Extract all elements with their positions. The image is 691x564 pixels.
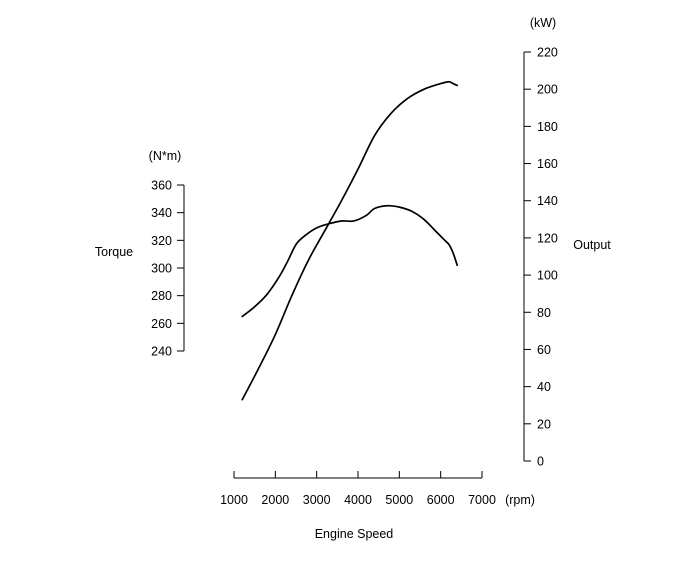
output-tick-label: 100 [537,269,558,283]
rpm-axis-ticks: 1000 2000 3000 4000 5000 6000 7000 [220,471,496,507]
rpm-tick-label: 7000 [468,493,496,507]
output-tick-label: 80 [537,306,551,320]
torque-tick-label: 320 [151,234,172,248]
output-axis-title: Output [573,238,611,252]
torque-tick-label: 240 [151,345,172,359]
rpm-tick-label: 5000 [385,493,413,507]
rpm-tick-label: 2000 [261,493,289,507]
rpm-tick-label: 3000 [303,493,331,507]
torque-axis-title: Torque [95,245,133,259]
output-tick-label: 120 [537,231,558,245]
output-tick-label: 40 [537,380,551,394]
rpm-tick-label: 6000 [427,493,455,507]
output-curve [241,80,459,401]
torque-axis-ticks: 240 260 280 300 320 340 360 [151,179,184,359]
rpm-axis-unit: (rpm) [505,493,535,507]
torque-curve [241,204,459,318]
rpm-tick-label: 1000 [220,493,248,507]
output-axis-ticks: 0 20 40 60 80 100 120 140 160 180 200 220 [524,46,558,469]
torque-tick-label: 300 [151,262,172,276]
output-tick-label: 60 [537,343,551,357]
output-axis-unit: (kW) [530,16,556,30]
output-tick-label: 180 [537,120,558,134]
torque-tick-label: 280 [151,289,172,303]
output-tick-label: 160 [537,157,558,171]
torque-tick-label: 360 [151,179,172,193]
output-tick-label: 0 [537,455,544,469]
output-tick-label: 200 [537,83,558,97]
torque-tick-label: 340 [151,206,172,220]
output-tick-label: 140 [537,194,558,208]
torque-axis-unit: (N*m) [149,149,182,163]
torque-tick-label: 260 [151,317,172,331]
output-tick-label: 220 [537,46,558,60]
output-tick-label: 20 [537,417,551,431]
rpm-axis-title: Engine Speed [315,527,394,541]
rpm-tick-label: 4000 [344,493,372,507]
